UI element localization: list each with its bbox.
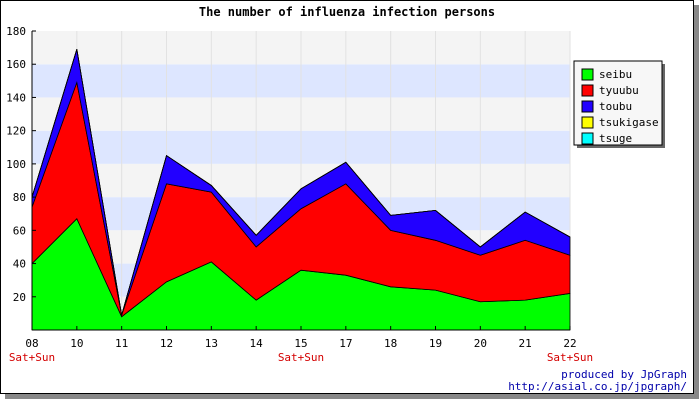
y-tick-label-140: 140 (6, 91, 26, 104)
y-tick-label-40: 40 (13, 258, 26, 271)
legend-swatch-toubu (581, 100, 594, 113)
weekend-label-08: Sat+Sun (9, 351, 55, 364)
legend-label-tsuge: tsuge (599, 132, 632, 145)
x-tick-label-18: 18 (384, 337, 397, 350)
legend-swatch-tsuge (581, 132, 594, 145)
influenza-chart: 20 40 60 80 100 120 140 160 180 08 10 11 12 13 14 15 17… (6, 5, 687, 393)
y-tick-label-120: 120 (6, 125, 26, 138)
x-tick-label-20: 20 (474, 337, 487, 350)
y-tick-label-180: 180 (6, 25, 26, 38)
y-tick-label-80: 80 (13, 191, 26, 204)
legend-swatch-tyuubu (581, 84, 594, 97)
x-tick-label-14: 14 (250, 337, 264, 350)
y-tick-label-20: 20 (13, 291, 26, 304)
credit-line-2: http://asial.co.jp/jpgraph/ (508, 380, 687, 393)
weekend-label-22: Sat+Sun (547, 351, 593, 364)
x-tick-label-11: 11 (115, 337, 128, 350)
x-tick-label-13: 13 (205, 337, 218, 350)
legend-label-seibu: seibu (599, 68, 632, 81)
x-tick-label-10: 10 (70, 337, 83, 350)
axes (31, 30, 571, 331)
stacked-areas (31, 49, 571, 331)
x-tick-labels: 08 10 11 12 13 14 15 17 18 19 20 21 22 (25, 337, 576, 350)
x-tick-label-12: 12 (160, 337, 173, 350)
x-tick-label-22: 22 (563, 337, 576, 350)
weekend-labels: Sat+Sun Sat+Sun Sat+Sun (9, 351, 593, 364)
y-tick-label-60: 60 (13, 224, 26, 237)
area-tsuge (31, 49, 571, 316)
y-tick-label-100: 100 (6, 158, 26, 171)
x-tick-label-15: 15 (294, 337, 307, 350)
chart-frame: 20 40 60 80 100 120 140 160 180 08 10 11 12 13 14 15 17… (0, 0, 694, 394)
legend-swatch-tsukigase (581, 116, 594, 129)
weekend-label-15: Sat+Sun (278, 351, 324, 364)
legend-swatch-seibu (581, 68, 594, 81)
legend-label-tsukigase: tsukigase (599, 116, 659, 129)
credit-line-1: produced by JpGraph (561, 368, 687, 381)
legend-label-tyuubu: tyuubu (599, 84, 639, 97)
legend: seibu tyuubu toubu tsukigase tsuge (573, 60, 665, 148)
legend-label-toubu: toubu (599, 100, 632, 113)
x-tick-label-17: 17 (339, 337, 352, 350)
x-tick-label-21: 21 (519, 337, 532, 350)
y-tick-label-160: 160 (6, 58, 26, 71)
x-tick-label-19: 19 (429, 337, 442, 350)
y-tick-labels: 20 40 60 80 100 120 140 160 180 (6, 25, 26, 304)
chart-title: The number of influenza infection person… (199, 5, 495, 19)
x-tick-label-08: 08 (25, 337, 38, 350)
